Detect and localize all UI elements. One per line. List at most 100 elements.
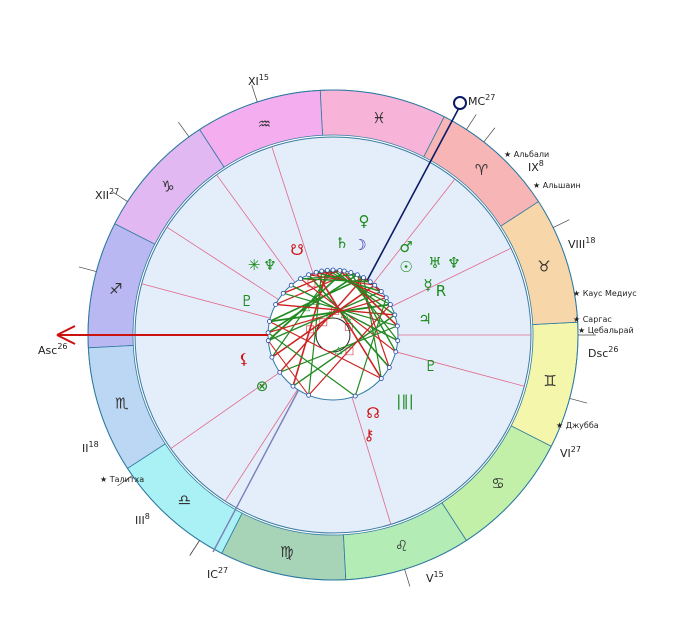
house-label-xi: XI15 <box>248 73 269 88</box>
capricorn-sign-icon: ♑ <box>161 177 174 195</box>
aspect-marker: * <box>361 288 366 299</box>
aspect-line <box>308 274 390 369</box>
house-label-xi-text: XI <box>248 75 259 88</box>
aspect-point <box>298 276 303 282</box>
aspect-point <box>306 272 312 278</box>
mercury-retro-mark-icon: R <box>436 282 446 300</box>
leo-sign-icon: ♌ <box>395 537 408 555</box>
aspect-point <box>395 338 401 344</box>
asc-label: Asc26 <box>38 342 68 357</box>
saturn-icon: ♄ <box>335 234 348 252</box>
house-cusp-line <box>351 397 392 525</box>
pluto-icon: ♇ <box>424 357 437 375</box>
star-dot-icon: ★ <box>533 181 543 190</box>
part-of-fortune-icon: ⊗ <box>256 377 269 395</box>
aspect-line <box>321 270 387 299</box>
mc-axis <box>366 105 461 281</box>
mc-label: MC27 <box>468 93 495 108</box>
aspect-point <box>354 272 360 278</box>
proserpina-icon: ♇ <box>240 292 253 310</box>
scorpio-sign-icon: ♏ <box>115 395 129 413</box>
angle-axes <box>56 96 531 553</box>
house-cusp-tick <box>466 114 477 130</box>
house-cusp-line <box>224 389 298 502</box>
aspect-point <box>277 369 283 375</box>
mc-label-text: MC <box>468 95 485 108</box>
north-node-icon: ☊ <box>366 404 379 422</box>
star-dot-icon: ★ <box>578 326 588 335</box>
house-label-iii-text: III <box>135 514 145 527</box>
sun-icon: ☉ <box>399 258 412 276</box>
mc-marker-icon <box>453 96 467 110</box>
aspect-point <box>352 393 358 399</box>
fixed-star-label: ★ Каус Медиус <box>573 289 637 298</box>
aspect-point <box>319 268 325 274</box>
jupiter-icon: ♃ <box>418 310 431 328</box>
aspect-point <box>372 282 378 288</box>
star-point-icon: ✳ <box>248 256 261 274</box>
house-label-viii-text: VIII <box>568 238 585 251</box>
neptune-icon: ♆ <box>447 254 460 272</box>
aspect-point <box>383 295 389 301</box>
aspect-point <box>306 392 312 398</box>
house-cusp-line <box>141 283 271 319</box>
fixed-star-name: Альбали <box>514 150 549 159</box>
house-label-ix-text: IX <box>528 161 539 174</box>
house-cusp-line <box>372 178 456 285</box>
aspect-marker: △ <box>341 309 349 320</box>
house-label-ii-degree: 18 <box>89 440 99 449</box>
aspect-line <box>267 332 356 397</box>
ic-label-text: IC <box>207 568 218 581</box>
aspect-marker: △ <box>369 324 377 335</box>
aspect-point <box>313 269 319 275</box>
aspect-line <box>315 271 382 379</box>
aspect-line <box>315 271 382 293</box>
taurus-sign-icon: ♉ <box>537 257 550 275</box>
aspect-point <box>267 319 272 324</box>
house-cusp-line <box>391 247 512 307</box>
house-label-ii: II18 <box>82 440 99 455</box>
aspect-line <box>290 284 399 342</box>
planets: ♀♄ ☽ ♂♅ ♆☉☿ R♃♇|∥|☊⚷⊗⚸♇✳ ♆☋ <box>239 212 461 444</box>
aspect-point <box>378 289 384 294</box>
aspect-line <box>279 277 365 373</box>
house-label-xi-degree: 15 <box>259 73 269 82</box>
aspect-line <box>267 274 358 334</box>
ic-label-degree: 27 <box>218 566 228 575</box>
aspect-line <box>269 276 364 323</box>
house-cusp-line <box>170 371 280 449</box>
aspect-line <box>271 284 376 358</box>
house-label-ix: IX8 <box>528 159 544 174</box>
house-cusp-line <box>395 351 525 387</box>
fixed-star-name: Цебальрай <box>588 326 634 335</box>
fixed-star-label: ★ Талитха <box>100 475 144 484</box>
house-label-v-degree: 15 <box>434 570 444 579</box>
fixed-star-name: Каус Медиус <box>583 289 637 298</box>
fixed-star-label: ★ Джубба <box>556 421 599 430</box>
star-dot-icon: ★ <box>100 475 110 484</box>
aspect-point <box>324 267 330 273</box>
house-label-xii-degree: 27 <box>109 187 119 196</box>
aspect-point <box>387 302 393 307</box>
aspect-point <box>269 354 275 360</box>
aspect-point <box>348 270 354 275</box>
aspect-marker: □ <box>330 306 339 317</box>
dsc-label-text: Dsc <box>588 347 608 360</box>
aspect-line <box>275 303 395 316</box>
house-cusp-lines <box>70 84 596 587</box>
mc-label-degree: 27 <box>485 93 495 102</box>
aspect-marker: □ <box>319 317 328 328</box>
aspect-line <box>267 340 310 396</box>
dsc-label-degree: 26 <box>608 345 618 354</box>
fixed-star-name: Талитха <box>109 475 144 484</box>
aspect-marker: △ <box>313 296 321 307</box>
asc-arrow-icon <box>56 325 76 345</box>
aspect-point <box>265 330 271 336</box>
aspect-point <box>367 279 373 285</box>
fixed-stars: ★ Альбали★ Альшаин★ Каус Медиус★ Саргас★… <box>100 150 637 484</box>
house-cusp-line <box>271 146 314 274</box>
aspect-line <box>292 314 396 387</box>
house-label-v: V15 <box>426 570 444 585</box>
house-label-vi: VI27 <box>560 445 581 460</box>
